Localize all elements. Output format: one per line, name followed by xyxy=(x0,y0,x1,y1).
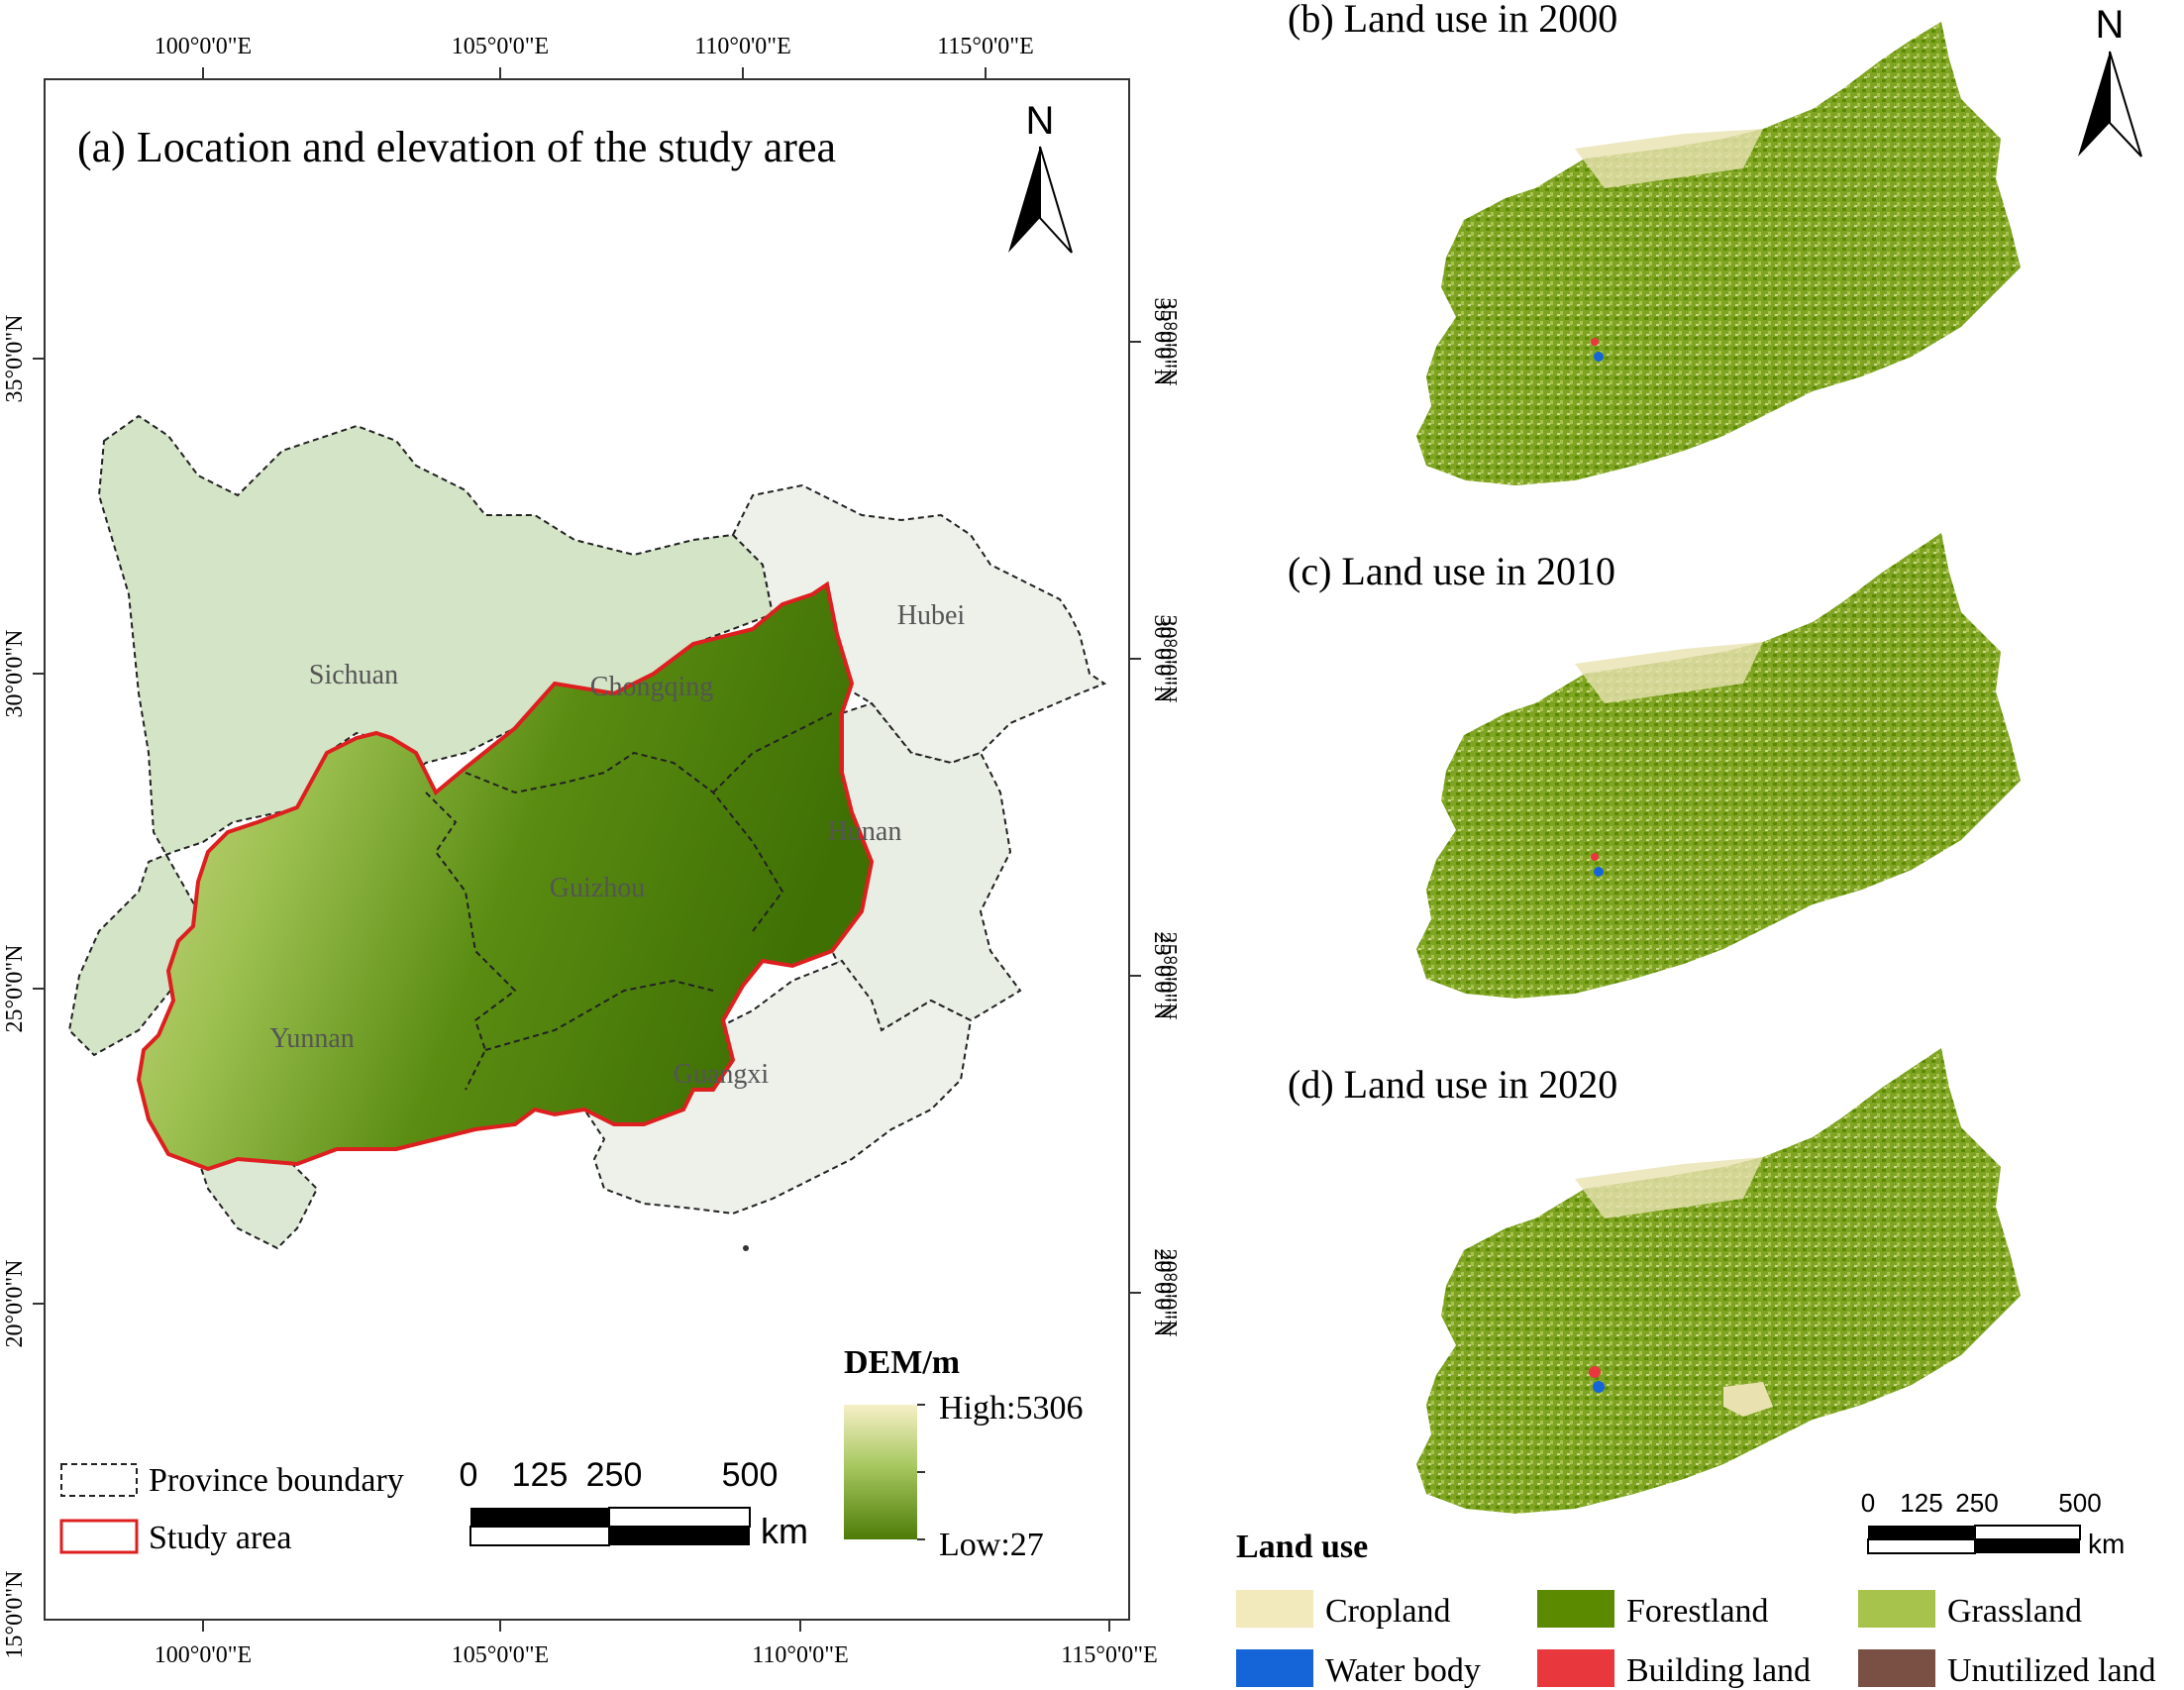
study-area-label: Study area xyxy=(149,1520,291,1556)
panel-c-title: (c) Land use in 2010 xyxy=(1288,549,1615,593)
land-use-legend-title: Land use xyxy=(1236,1529,1368,1565)
label-sichuan: Sichuan xyxy=(309,660,398,690)
panel-b-map xyxy=(1416,22,2021,485)
right-panels: N (b) Land use in 2000 35°0'0"N (c) Land… xyxy=(1155,0,2156,1689)
lon-label-100-bottom: 100°0'0"E xyxy=(155,1642,252,1668)
label-forestland: Forestland xyxy=(1626,1593,1769,1630)
scale-r-tick-125: 125 xyxy=(1900,1488,1942,1518)
lat-label-20-left: 20°0'0"N xyxy=(2,1259,28,1347)
lat-label-20-right: 20°0'0"N xyxy=(1149,1248,1175,1336)
dem-high-label: High:5306 xyxy=(939,1390,1083,1426)
scale-a-tick-0: 0 xyxy=(460,1456,478,1494)
panel-b: (b) Land use in 2000 xyxy=(1288,0,2021,485)
north-arrow-right-icon: N xyxy=(2078,3,2142,158)
scale-bar-a: 0 125 250 500 km xyxy=(460,1456,808,1551)
right-lat-25: 25°0'0"N xyxy=(1155,931,1181,1019)
scale-a-tick-500: 500 xyxy=(722,1456,779,1494)
right-lat-35: 35°0'0"N xyxy=(1155,297,1181,385)
lat-label-15-left: 15°0'0"N xyxy=(2,1570,28,1658)
swatch-cropland xyxy=(1236,1590,1313,1628)
scale-r-tick-250: 250 xyxy=(1955,1488,1998,1518)
north-arrow-right-label: N xyxy=(2096,3,2125,47)
scale-bar-right: 0 125 250 500 km xyxy=(1861,1488,2126,1559)
boundary-legend: Province boundary Study area xyxy=(59,1462,404,1556)
island-dot xyxy=(743,1245,749,1251)
scale-r-unit: km xyxy=(2088,1529,2125,1559)
swatch-building-land xyxy=(1537,1649,1614,1687)
panel-c: (c) Land use in 2010 xyxy=(1288,533,2021,999)
swatch-forestland xyxy=(1537,1590,1614,1628)
scale-a-tick-125: 125 xyxy=(512,1456,569,1494)
lon-label-110-top: 110°0'0"E xyxy=(694,34,791,59)
lat-label-30-right: 30°0'0"N xyxy=(1149,614,1175,702)
dem-legend-title: DEM/m xyxy=(844,1344,960,1381)
region-sichuan xyxy=(67,414,775,1057)
study-area-swatch xyxy=(59,1519,139,1554)
panel-d-title: (d) Land use in 2020 xyxy=(1288,1062,1617,1107)
panel-b-title: (b) Land use in 2000 xyxy=(1288,0,1617,41)
province-boundary-swatch xyxy=(60,1463,138,1497)
scale-r-tick-0: 0 xyxy=(1861,1488,1875,1518)
lat-label-25-left: 25°0'0"N xyxy=(2,944,28,1032)
scale-r-tick-500: 500 xyxy=(2058,1488,2101,1518)
panel-a: 100°0'0"E 105°0'0"E 110°0'0"E 115°0'0"E … xyxy=(2,34,1175,1668)
dem-colorbar xyxy=(844,1405,917,1539)
panel-a-title: (a) Location and elevation of the study … xyxy=(77,123,836,171)
north-arrow-label: N xyxy=(1026,99,1055,143)
lat-label-25-right: 25°0'0"N xyxy=(1149,931,1175,1019)
scale-a-unit: km xyxy=(761,1511,808,1551)
label-hunan: Hunan xyxy=(828,816,902,847)
label-grassland: Grassland xyxy=(1947,1593,2082,1630)
dem-low-label: Low:27 xyxy=(939,1527,1044,1563)
swatch-grassland xyxy=(1858,1590,1935,1628)
label-guangxi: Guangxi xyxy=(674,1059,770,1090)
panel-d-map xyxy=(1416,1048,2021,1514)
swatch-water-body xyxy=(1236,1649,1313,1687)
label-hubei: Hubei xyxy=(897,600,966,631)
lon-label-105-top: 105°0'0"E xyxy=(452,34,549,59)
right-lat-30: 30°0'0"N xyxy=(1155,614,1181,702)
lat-label-35-right: 35°0'0"N xyxy=(1149,297,1175,385)
lat-label-35-left: 35°0'0"N xyxy=(2,314,28,402)
region-guangxi xyxy=(582,959,973,1215)
north-arrow-icon: N xyxy=(1008,99,1073,254)
study-area xyxy=(136,581,875,1172)
label-guizhou: Guizhou xyxy=(550,873,645,903)
label-building-land: Building land xyxy=(1626,1652,1811,1689)
label-unutilized-land: Unutilized land xyxy=(1947,1652,2156,1689)
right-lat-20: 20°0'0"N xyxy=(1155,1248,1181,1336)
province-regions xyxy=(67,414,1107,1250)
label-chongqing: Chongqing xyxy=(590,672,713,702)
scale-a-tick-250: 250 xyxy=(586,1456,643,1494)
lon-label-115-bottom: 115°0'0"E xyxy=(1061,1642,1158,1668)
lat-label-30-left: 30°0'0"N xyxy=(2,629,28,717)
panel-d: (d) Land use in 2020 xyxy=(1288,1048,2021,1514)
lon-label-100-top: 100°0'0"E xyxy=(155,34,252,59)
land-use-legend: Land use Cropland Forestland Grassland W… xyxy=(1236,1529,2156,1689)
panel-a-lon-ticks xyxy=(33,67,1141,1632)
lon-label-110-bottom: 110°0'0"E xyxy=(752,1642,849,1668)
label-yunnan: Yunnan xyxy=(269,1023,355,1054)
province-boundary-label: Province boundary xyxy=(149,1462,404,1499)
internal-boundaries xyxy=(425,712,833,1091)
swatch-unutilized-land xyxy=(1858,1649,1935,1687)
dem-legend: DEM/m High:5306 Low:27 xyxy=(844,1344,1083,1563)
lon-label-105-bottom: 105°0'0"E xyxy=(452,1642,549,1668)
label-water-body: Water body xyxy=(1325,1652,1481,1689)
label-cropland: Cropland xyxy=(1325,1593,1451,1630)
lon-label-115-top: 115°0'0"E xyxy=(937,34,1034,59)
panel-c-map xyxy=(1416,533,2021,999)
